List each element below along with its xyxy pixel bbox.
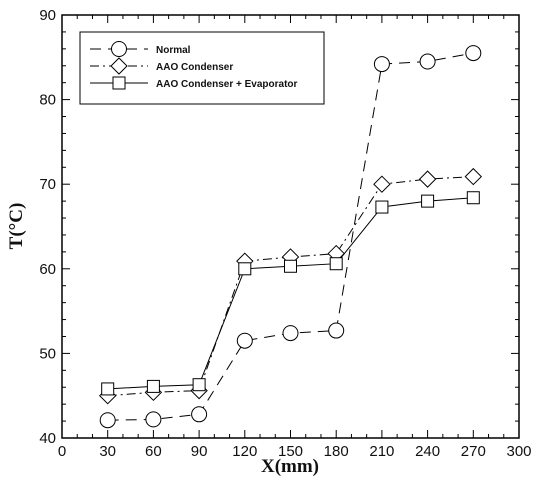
data-point-circle: [99, 412, 116, 429]
data-point-square: [146, 379, 160, 393]
y-axis-title: T(°C): [6, 203, 27, 250]
data-point-square: [329, 257, 343, 271]
x-tick-label: 180: [324, 443, 349, 460]
legend-label: AAO Condenser + Evaporator: [156, 79, 298, 90]
y-tick-label: 50: [39, 345, 56, 362]
data-point-diamond: [418, 170, 437, 188]
data-point-circle: [328, 322, 345, 339]
data-point-circle: [282, 325, 299, 342]
legend-marker-square: [112, 76, 126, 90]
series-line-2: [107, 197, 474, 390]
data-point-circle: [373, 56, 390, 73]
x-tick-label: 240: [415, 443, 440, 460]
y-tick-label: 60: [39, 261, 56, 278]
x-tick-label: 0: [58, 443, 66, 460]
data-point-circle: [191, 406, 208, 423]
tick-labels: 0 30 60 90 120 150 180 210 240 270 300 40 50 60 70 80 90: [39, 7, 531, 460]
legend-label: Normal: [156, 45, 191, 56]
data-point-circle: [236, 332, 253, 349]
legend: Normal AAO Condenser AAO Condenser + Evapo…: [79, 31, 325, 105]
y-tick-label: 70: [39, 176, 56, 193]
data-point-diamond: [464, 167, 483, 186]
data-point-square: [238, 262, 252, 276]
y-tick-label: 90: [39, 7, 56, 24]
x-tick-label: 60: [145, 443, 162, 460]
data-point-square: [192, 378, 206, 392]
y-tick-label: 40: [39, 430, 56, 447]
x-tick-label: 90: [191, 443, 208, 460]
series-line-1: [107, 176, 474, 397]
data-point-circle: [465, 45, 482, 62]
data-point-square: [466, 191, 480, 205]
series-markers: [98, 45, 483, 429]
y-tick-label: 80: [39, 92, 56, 109]
x-tick-label: 30: [99, 443, 116, 460]
legend-marker-circle: [111, 41, 127, 57]
x-tick-label: 120: [232, 443, 257, 460]
data-point-square: [284, 259, 297, 273]
legend-marker-diamond: [110, 57, 128, 75]
x-tick-label: 210: [369, 443, 394, 460]
legend-label: AAO Condenser: [156, 62, 233, 73]
data-point-circle: [419, 53, 436, 70]
series-lines: [107, 52, 474, 421]
x-tick-label: 300: [506, 443, 531, 460]
series-line-0: [107, 52, 474, 421]
data-point-square: [101, 382, 115, 396]
data-point-circle: [145, 411, 162, 428]
x-axis-title: X(mm): [261, 456, 319, 477]
data-point-diamond: [373, 175, 391, 193]
data-point-square: [421, 194, 435, 208]
x-tick-label: 150: [278, 443, 303, 460]
x-tick-label: 270: [461, 443, 486, 460]
tick-marks: [61, 14, 520, 439]
data-point-square: [375, 200, 389, 214]
